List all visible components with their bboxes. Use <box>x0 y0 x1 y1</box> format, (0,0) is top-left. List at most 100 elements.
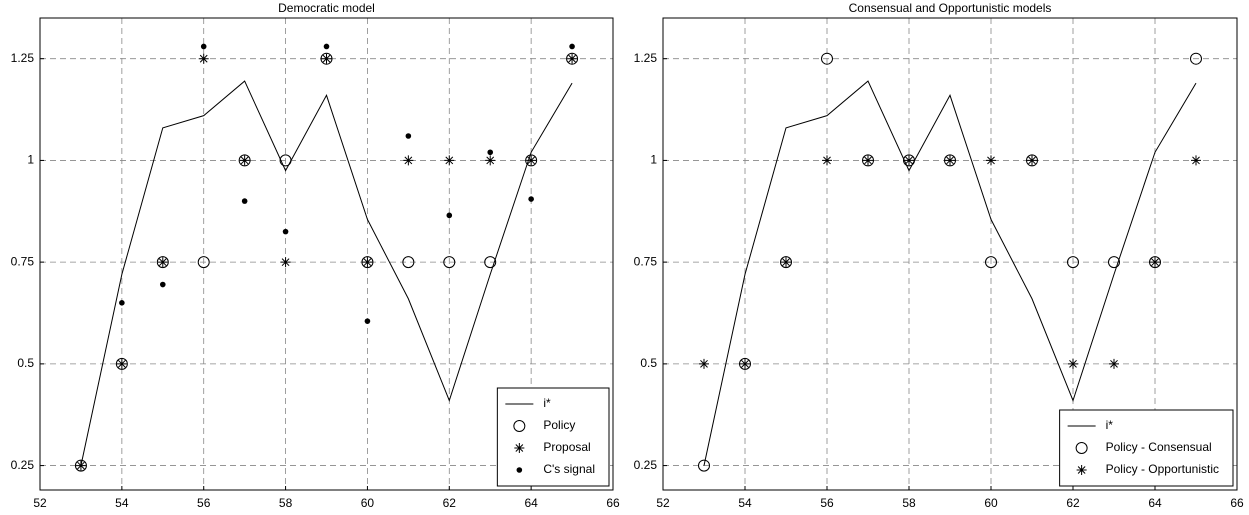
star-marker <box>1027 155 1037 166</box>
x-tick-label: 66 <box>1230 496 1244 510</box>
dot-marker <box>241 198 248 204</box>
dot-marker <box>487 149 494 156</box>
legend-marker <box>513 420 526 432</box>
line-series <box>80 80 573 466</box>
chart-panel: Democratic model 52 54 56 58 60 62 64 66 0.25 0.5 0… <box>11 1 620 510</box>
star-marker <box>239 155 250 166</box>
legend-box <box>1059 409 1234 487</box>
x-tick-label: 62 <box>443 496 457 510</box>
legend-marker <box>1076 465 1087 475</box>
star-marker <box>157 257 168 268</box>
dot-marker <box>119 300 125 306</box>
chart-title: Democratic model <box>278 1 375 15</box>
star-marker <box>863 155 873 166</box>
policy-marker <box>484 256 497 269</box>
policy-marker <box>821 52 833 65</box>
policy-marker <box>1149 256 1161 269</box>
legend-marker <box>516 467 523 473</box>
dot-marker <box>364 318 371 324</box>
y-tick-label: 0.5 <box>17 356 34 370</box>
star-marker <box>986 155 996 166</box>
legend: i* Policy Proposal C's signal <box>496 387 610 487</box>
x-tick-label: 66 <box>606 496 620 510</box>
policy-marker <box>156 256 169 269</box>
y-tick-label: 0.75 <box>634 254 658 268</box>
x-tick-label: 60 <box>984 496 998 510</box>
star-marker <box>567 53 578 64</box>
x-tick-label: 56 <box>197 496 211 510</box>
legend-label: i* <box>543 396 551 410</box>
star-marker <box>1191 155 1201 166</box>
policy-marker <box>74 459 87 472</box>
x-tick-label: 56 <box>820 496 834 510</box>
star-marker <box>740 358 750 369</box>
dot-marker <box>200 43 207 50</box>
y-tick-label: 1.25 <box>11 51 35 65</box>
y-tick-label: 1.25 <box>634 51 658 65</box>
star-marker <box>362 257 373 268</box>
chart-title: Consensual and Opportunistic models <box>849 1 1052 15</box>
legend-label: Policy - Consensual <box>1106 440 1212 454</box>
x-tick-label: 64 <box>1148 496 1162 510</box>
dot-marker <box>446 212 453 219</box>
legend-label: Policy - Opportunistic <box>1106 462 1219 476</box>
y-tick-label: 0.25 <box>634 458 658 472</box>
star-marker <box>280 257 291 268</box>
policy-marker <box>279 154 292 167</box>
policy-marker <box>944 154 956 167</box>
line-series <box>703 80 1197 466</box>
star-marker <box>444 155 455 166</box>
y-tick-label: 0.75 <box>11 254 35 268</box>
x-tick-label: 62 <box>1066 496 1080 510</box>
star-marker <box>781 257 791 268</box>
star-marker <box>699 358 709 369</box>
y-tick-label: 1 <box>650 153 657 167</box>
policy-marker <box>443 256 456 269</box>
policy-marker <box>402 256 415 269</box>
legend-marker <box>1075 442 1088 454</box>
policy-marker <box>566 52 579 65</box>
star-marker <box>1109 358 1119 369</box>
policy-marker <box>1067 256 1079 269</box>
star-marker <box>1068 358 1078 369</box>
x-tick-label: 54 <box>738 496 752 510</box>
x-tick-label: 64 <box>524 496 538 510</box>
dot-marker <box>569 43 575 50</box>
policy-marker <box>238 154 251 167</box>
dot-marker <box>405 133 412 139</box>
star-marker <box>1150 257 1160 268</box>
star-marker <box>321 53 332 64</box>
policy-marker <box>1026 154 1038 167</box>
y-tick-label: 0.5 <box>640 356 657 370</box>
legend-label: Proposal <box>543 440 590 454</box>
policy-marker <box>115 357 128 370</box>
policy-marker <box>739 357 751 370</box>
policy-marker <box>780 256 792 269</box>
star-marker <box>526 155 537 166</box>
legend-label: Policy <box>543 418 575 432</box>
policy-marker <box>903 154 915 167</box>
x-tick-label: 52 <box>33 496 47 510</box>
policy-marker <box>1108 256 1120 269</box>
axes-frame <box>39 17 614 491</box>
policy-marker <box>361 256 374 269</box>
star-marker <box>116 358 127 369</box>
star-marker <box>945 155 955 166</box>
dot-marker <box>323 43 330 50</box>
legend-label: C's signal <box>543 462 595 476</box>
policy-marker <box>525 154 538 167</box>
dot-marker <box>159 281 166 288</box>
star-marker <box>904 155 914 166</box>
star-marker <box>198 53 209 64</box>
y-tick-label: 0.25 <box>11 458 35 472</box>
policy-marker <box>1190 52 1202 65</box>
axes-frame <box>662 17 1238 491</box>
legend: i* Policy - Consensual Policy - Opportunis… <box>1059 409 1234 487</box>
star-marker <box>403 155 414 166</box>
legend-label: i* <box>1106 418 1114 432</box>
policy-marker <box>698 459 710 472</box>
x-tick-label: 58 <box>902 496 916 510</box>
y-tick-label: 1 <box>27 153 34 167</box>
x-tick-label: 54 <box>115 496 129 510</box>
